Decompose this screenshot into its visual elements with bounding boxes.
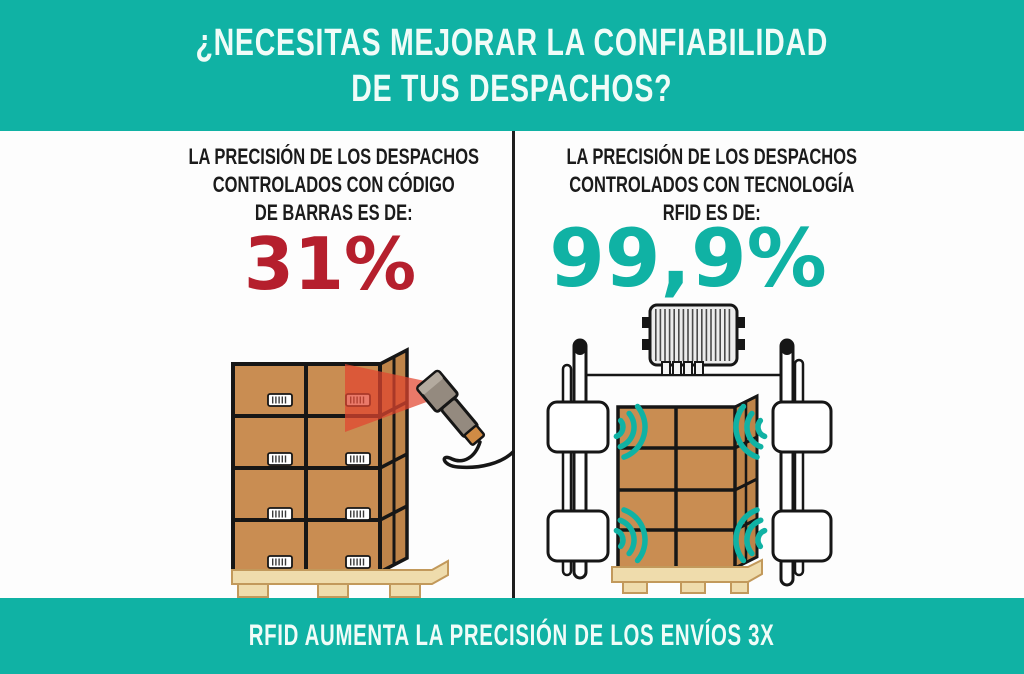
scanner-cable (442, 440, 515, 470)
main-title-line-1: ¿NECESITAS MEJORAR LA CONFIABILIDAD (195, 21, 829, 64)
rfid-heading-line-1: LA PRECISIÓN DE LOS DESPACHOS (566, 144, 858, 169)
rfid-heading-line-3: RFID ES DE: (662, 200, 761, 225)
header-band: ¿NECESITAS MEJORAR LA CONFIABILIDAD DE T… (0, 0, 1024, 131)
rfid-heading-line-2: CONTROLADOS CON TECNOLOGÍA (569, 172, 855, 197)
barcode-heading-line-3: DE BARRAS ES DE: (254, 200, 413, 225)
rfid-panel-heading: LA PRECISIÓN DE LOS DESPACHOS CONTROLADO… (518, 143, 858, 227)
rfid-reader-icon (642, 303, 745, 376)
main-title-line-2: DE TUS DESPACHOS? (351, 67, 673, 110)
panel-divider (512, 131, 515, 598)
main-title: ¿NECESITAS MEJORAR LA CONFIABILIDAD DE T… (90, 20, 934, 112)
footer-band: RFID AUMENTA LA PRECISIÓN DE LOS ENVÍOS … (0, 598, 1024, 674)
footer-message-text: RFID AUMENTA LA PRECISIÓN DE LOS ENVÍOS … (249, 619, 775, 652)
rfid-box-stack-front (616, 405, 737, 570)
barcode-scanner-icon (416, 369, 486, 446)
barcode-accuracy-value: 31% (243, 222, 417, 306)
scan-beam (345, 364, 432, 432)
barcode-pallet-illustration (231, 347, 515, 598)
barcode-heading-line-2: CONTROLADOS CON CÓDIGO (212, 172, 455, 197)
rfid-portal-illustration (546, 303, 833, 594)
footer-message: RFID AUMENTA LA PRECISIÓN DE LOS ENVÍOS … (125, 619, 898, 653)
rfid-accuracy-value: 99,9% (549, 212, 827, 305)
barcode-heading-line-1: LA PRECISIÓN DE LOS DESPACHOS (188, 144, 480, 169)
wooden-pallet (231, 559, 449, 598)
rfid-antenna-icon (546, 400, 833, 563)
rfid-wooden-pallet (611, 558, 763, 594)
barcode-panel-heading: LA PRECISIÓN DE LOS DESPACHOS CONTROLADO… (140, 143, 520, 227)
